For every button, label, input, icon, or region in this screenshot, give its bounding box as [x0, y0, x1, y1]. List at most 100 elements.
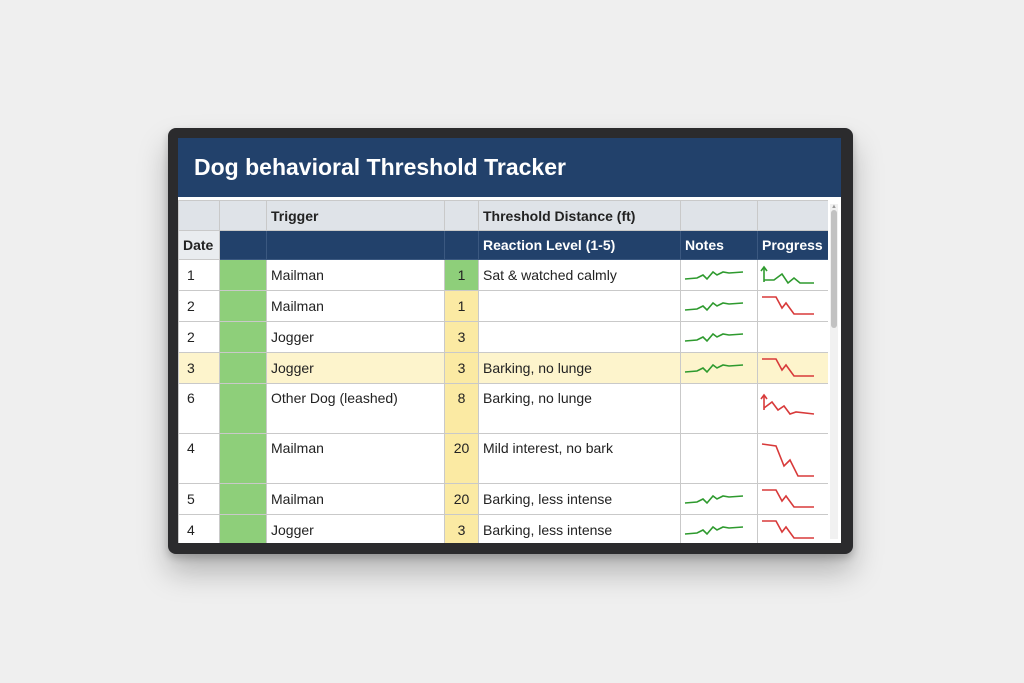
cell-trigger[interactable]: Other Dog (leashed) — [266, 383, 445, 434]
cell-progress-sparkline[interactable] — [757, 514, 828, 543]
cell-threshold-value[interactable]: 20 — [444, 433, 479, 484]
cell-reaction[interactable]: Mild interest, no bark — [478, 433, 681, 484]
table-row[interactable]: 1 Mailman 1 Sat & watched calmly — [178, 259, 828, 291]
cell-threshold-value[interactable]: 20 — [444, 483, 479, 515]
scroll-up-arrow-icon[interactable]: ▲ — [831, 204, 837, 210]
monitor-frame: Dog behavioral Threshold Tracker T — [168, 128, 853, 554]
cell-date[interactable]: 5 — [178, 483, 220, 515]
header-blank-d — [680, 200, 758, 231]
cell-threshold-value[interactable]: 8 — [444, 383, 479, 434]
table-row[interactable]: 4 Mailman 20 Mild interest, no bark — [178, 433, 828, 484]
cell-trigger[interactable]: Mailman — [266, 259, 445, 291]
header-blank-h — [444, 230, 479, 260]
header-threshold[interactable]: Threshold Distance (ft) — [478, 200, 681, 231]
cell-progress-sparkline[interactable] — [757, 483, 828, 515]
cell-threshold-value[interactable]: 3 — [444, 321, 479, 353]
progress-sparkline-icon — [762, 358, 814, 377]
sheet-title: Dog behavioral Threshold Tracker — [178, 138, 841, 197]
cell-reaction[interactable]: Sat & watched calmly — [478, 259, 681, 291]
progress-sparkline-icon — [762, 296, 814, 315]
header-blank-g — [266, 230, 445, 260]
cell-status-color[interactable] — [219, 352, 267, 384]
cell-notes-sparkline[interactable] — [680, 321, 758, 353]
progress-sparkline-icon — [762, 489, 814, 508]
cell-trigger[interactable]: Mailman — [266, 290, 445, 322]
cell-notes-sparkline[interactable] — [680, 290, 758, 322]
cell-reaction[interactable] — [478, 290, 681, 322]
cell-date[interactable]: 3 — [178, 352, 220, 384]
cell-date[interactable]: 4 — [178, 514, 220, 543]
notes-sparkline-icon — [684, 525, 744, 536]
vertical-scrollbar[interactable]: ▲ — [830, 204, 838, 539]
cell-reaction[interactable]: Barking, less intense — [478, 483, 681, 515]
header-blank-f — [219, 230, 267, 260]
header-blank-e — [757, 200, 828, 231]
header-notes[interactable]: Notes — [680, 230, 758, 260]
cell-threshold-value[interactable]: 3 — [444, 352, 479, 384]
cell-status-color[interactable] — [219, 321, 267, 353]
cell-date[interactable]: 2 — [178, 290, 220, 322]
header-row-1: Trigger Threshold Distance (ft) — [178, 200, 828, 231]
notes-sparkline-icon — [684, 301, 744, 312]
cell-reaction[interactable] — [478, 321, 681, 353]
cell-progress-sparkline[interactable] — [757, 290, 828, 322]
cell-threshold-value[interactable]: 1 — [444, 259, 479, 291]
table-row[interactable]: 6 Other Dog (leashed) 8 Barking, no lunge — [178, 383, 828, 434]
header-date[interactable]: Date — [178, 230, 220, 260]
cell-threshold-value[interactable]: 3 — [444, 514, 479, 543]
cell-trigger[interactable]: Mailman — [266, 483, 445, 515]
cell-trigger[interactable]: Mailman — [266, 433, 445, 484]
notes-sparkline-icon — [684, 270, 744, 281]
cell-notes-sparkline[interactable] — [680, 433, 758, 484]
cell-status-color[interactable] — [219, 483, 267, 515]
cell-status-color[interactable] — [219, 514, 267, 543]
header-blank-c — [444, 200, 479, 231]
table-row[interactable]: 3 Jogger 3 Barking, no lunge — [178, 352, 828, 384]
progress-sparkline-icon — [760, 393, 815, 415]
header-row-2: Date Reaction Level (1-5) Notes Progress — [178, 230, 828, 260]
cell-progress-sparkline[interactable] — [757, 383, 828, 434]
tracker-table: Trigger Threshold Distance (ft) Date Rea… — [178, 200, 828, 543]
table-row[interactable]: 5 Mailman 20 Barking, less intense — [178, 483, 828, 515]
cell-notes-sparkline[interactable] — [680, 514, 758, 543]
cell-reaction[interactable]: Barking, less intense — [478, 514, 681, 543]
header-progress[interactable]: Progress — [757, 230, 828, 260]
table-row[interactable]: 4 Jogger 3 Barking, less intense — [178, 514, 828, 543]
cell-progress-sparkline[interactable] — [757, 433, 828, 484]
notes-sparkline-icon — [684, 494, 744, 505]
header-blank-b — [219, 200, 267, 231]
cell-progress-sparkline[interactable] — [757, 352, 828, 384]
cell-date[interactable]: 1 — [178, 259, 220, 291]
progress-sparkline-icon — [761, 443, 814, 477]
notes-sparkline-icon — [684, 332, 744, 343]
cell-trigger[interactable]: Jogger — [266, 514, 445, 543]
progress-sparkline-icon — [760, 265, 814, 285]
cell-status-color[interactable] — [219, 383, 267, 434]
cell-progress-sparkline[interactable] — [757, 321, 828, 353]
notes-sparkline-icon — [684, 363, 744, 374]
table-row[interactable]: 2 Mailman 1 — [178, 290, 828, 322]
cell-notes-sparkline[interactable] — [680, 383, 758, 434]
cell-reaction[interactable]: Barking, no lunge — [478, 383, 681, 434]
cell-notes-sparkline[interactable] — [680, 483, 758, 515]
cell-status-color[interactable] — [219, 433, 267, 484]
cell-date[interactable]: 2 — [178, 321, 220, 353]
cell-status-color[interactable] — [219, 290, 267, 322]
cell-threshold-value[interactable]: 1 — [444, 290, 479, 322]
cell-notes-sparkline[interactable] — [680, 259, 758, 291]
cell-progress-sparkline[interactable] — [757, 259, 828, 291]
scrollbar-thumb[interactable] — [831, 210, 837, 328]
cell-trigger[interactable]: Jogger — [266, 352, 445, 384]
cell-reaction[interactable]: Barking, no lunge — [478, 352, 681, 384]
cell-date[interactable]: 4 — [178, 433, 220, 484]
cell-status-color[interactable] — [219, 259, 267, 291]
header-reaction[interactable]: Reaction Level (1-5) — [478, 230, 681, 260]
cell-trigger[interactable]: Jogger — [266, 321, 445, 353]
cell-date[interactable]: 6 — [178, 383, 220, 434]
spreadsheet-grid[interactable]: Trigger Threshold Distance (ft) Date Rea… — [178, 200, 828, 543]
table-row[interactable]: 2 Jogger 3 — [178, 321, 828, 353]
header-trigger[interactable]: Trigger — [266, 200, 445, 231]
progress-sparkline-icon — [762, 520, 814, 539]
header-blank-a — [178, 200, 220, 231]
cell-notes-sparkline[interactable] — [680, 352, 758, 384]
